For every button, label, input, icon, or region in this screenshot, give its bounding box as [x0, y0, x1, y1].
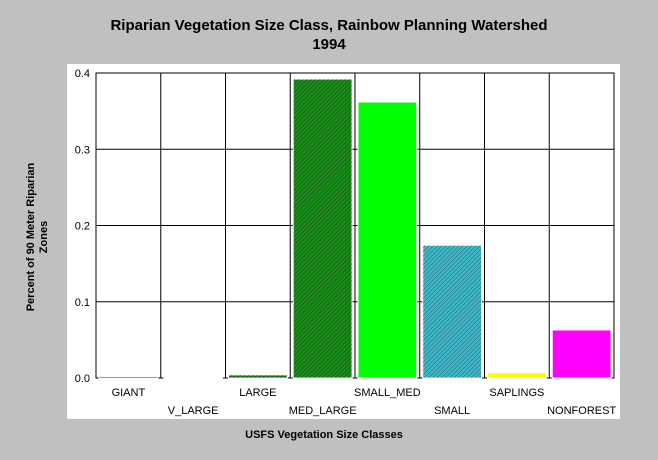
- bar: [163, 376, 223, 379]
- bar-hatch: [293, 79, 352, 378]
- y-axis-title: Percent of 90 Meter Riparian Zones: [25, 162, 50, 311]
- bar: [487, 372, 547, 379]
- x-category-label: SAPLINGS: [489, 387, 544, 399]
- x-category-label: NONFOREST: [547, 405, 616, 417]
- y-axis-title-line1: Percent of 90 Meter Riparian: [25, 162, 37, 311]
- y-axis-title-line2: Zones: [38, 221, 50, 253]
- x-category-label: SMALL_MED: [354, 387, 421, 399]
- chart-subtitle: 1994: [312, 36, 346, 53]
- y-tick-label: 0.0: [75, 373, 90, 385]
- x-category-label: LARGE: [239, 387, 276, 399]
- bar: [551, 329, 612, 379]
- x-category-label: SMALL: [434, 405, 470, 417]
- x-axis-title: USFS Vegetation Size Classes: [245, 429, 403, 441]
- bar-hatch: [228, 374, 288, 378]
- y-tick-label: 0.1: [75, 297, 90, 309]
- x-category-label: MED_LARGE: [289, 405, 357, 417]
- x-category-label: V_LARGE: [168, 405, 219, 417]
- bar-hatch: [422, 245, 482, 378]
- y-tick-label: 0.2: [75, 221, 90, 233]
- x-category-label: GIANT: [112, 387, 146, 399]
- bar: [98, 375, 159, 379]
- bars: [98, 78, 612, 379]
- chart-title: Riparian Vegetation Size Class, Rainbow …: [110, 17, 547, 34]
- grid: [96, 72, 614, 379]
- y-tick-label: 0.3: [75, 144, 90, 156]
- y-axis-ticks: 0.0 0.1 0.2 0.3 0.4: [75, 68, 90, 385]
- bar: [357, 101, 418, 379]
- y-tick-label: 0.4: [75, 68, 90, 80]
- x-axis-categories: GIANT V_LARGE LARGE MED_LARGE SMALL_MED SMALL…: [112, 387, 617, 417]
